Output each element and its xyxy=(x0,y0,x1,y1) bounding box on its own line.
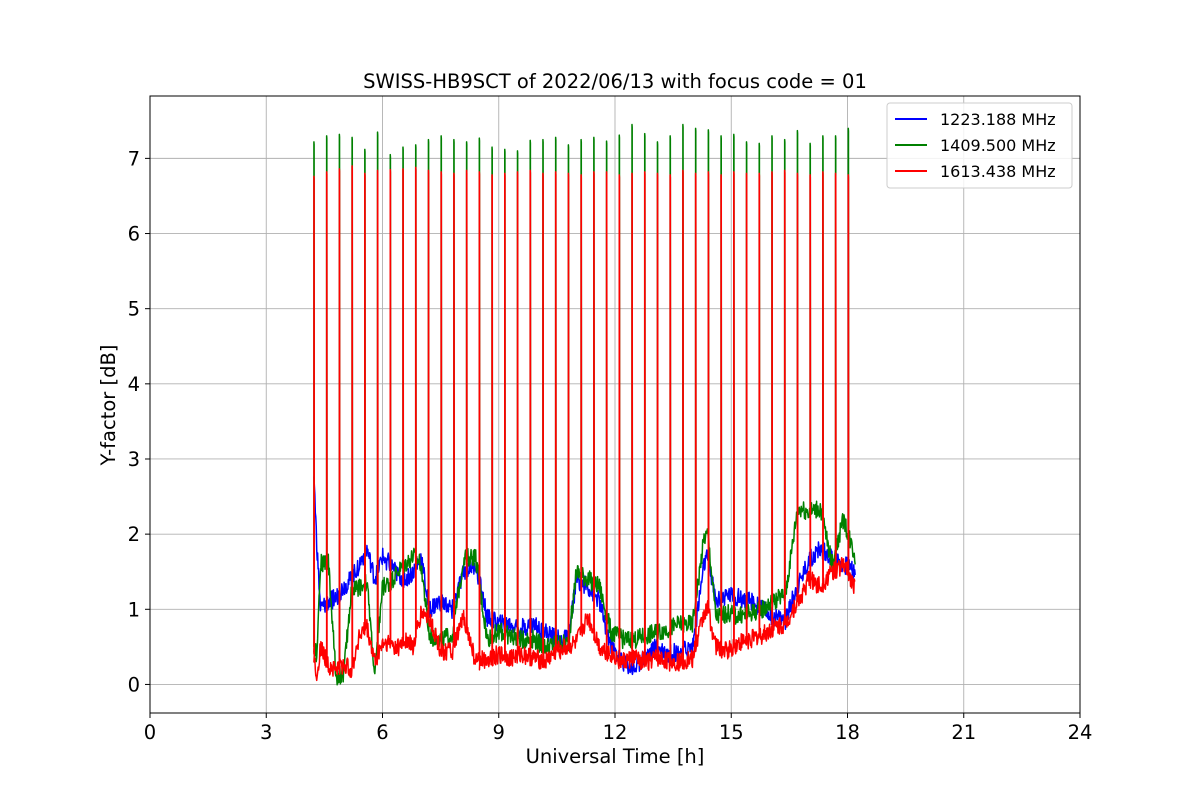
legend-box xyxy=(886,102,1073,189)
legend-entry-label: 1613.438 MHz xyxy=(940,162,1056,181)
chart-title: SWISS-HB9SCT of 2022/06/13 with focus co… xyxy=(363,70,867,93)
y-tick-label: 7 xyxy=(128,147,140,170)
x-axis: 0 3 6 9 12 15 18 21 24 xyxy=(144,713,1093,744)
y-axis: 0 1 2 3 4 5 6 7 xyxy=(128,147,150,696)
x-tick-label: 21 xyxy=(951,721,976,744)
legend-entry-label: 1223.188 MHz xyxy=(940,110,1056,129)
y-tick-label: 6 xyxy=(128,223,140,246)
x-tick-label: 24 xyxy=(1068,721,1093,744)
x-tick-label: 3 xyxy=(260,721,272,744)
y-tick-label: 0 xyxy=(128,673,140,696)
x-tick-label: 0 xyxy=(144,721,156,744)
series-line-3 xyxy=(313,165,856,682)
y-tick-label: 2 xyxy=(128,523,140,546)
x-tick-label: 9 xyxy=(493,721,505,744)
y-axis-label: Y-factor [dB] xyxy=(97,345,120,467)
legend: 1223.188 MHz 1409.500 MHz 1613.438 MHz xyxy=(886,102,1073,189)
y-tick-label: 1 xyxy=(128,598,140,621)
y-tick-label: 4 xyxy=(128,373,140,396)
x-axis-label: Universal Time [h] xyxy=(526,745,705,768)
x-tick-label: 6 xyxy=(376,721,388,744)
x-tick-label: 12 xyxy=(603,721,628,744)
y-tick-label: 5 xyxy=(128,298,140,321)
plot-lines xyxy=(313,123,856,686)
x-tick-label: 18 xyxy=(835,721,860,744)
y-tick-label: 3 xyxy=(128,448,140,471)
x-tick-label: 15 xyxy=(719,721,744,744)
legend-entry-label: 1409.500 MHz xyxy=(940,136,1056,155)
